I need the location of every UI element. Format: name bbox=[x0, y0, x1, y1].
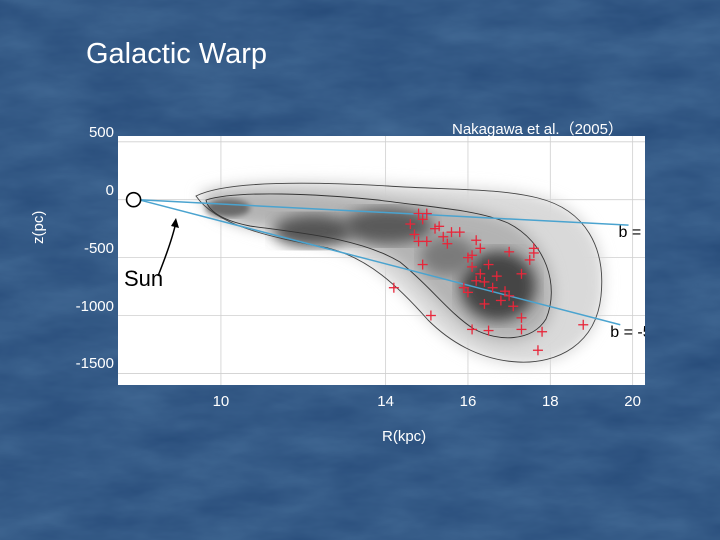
sun-dot bbox=[125, 191, 142, 208]
y-tick-label: -500 bbox=[83, 239, 114, 257]
data-point bbox=[425, 310, 436, 321]
data-point bbox=[388, 282, 399, 293]
data-point bbox=[475, 243, 486, 254]
latitude-line-label: b = -1 bbox=[619, 224, 645, 241]
data-point bbox=[421, 236, 432, 247]
data-point bbox=[409, 229, 420, 240]
latitude-line bbox=[138, 198, 629, 226]
slide-title: Galactic Warp bbox=[86, 38, 268, 70]
data-point bbox=[516, 312, 527, 323]
data-point bbox=[462, 287, 473, 298]
data-point bbox=[467, 324, 478, 335]
data-point bbox=[458, 282, 469, 293]
data-point bbox=[467, 261, 478, 272]
data-point bbox=[405, 219, 416, 230]
sun-arrow-icon bbox=[171, 218, 179, 228]
data-point bbox=[442, 238, 453, 249]
data-point bbox=[462, 252, 473, 263]
data-point bbox=[434, 221, 445, 232]
data-point bbox=[467, 250, 478, 261]
data-point bbox=[479, 276, 490, 287]
data-point bbox=[537, 326, 548, 337]
data-point bbox=[528, 243, 539, 254]
y-tick-label: 500 bbox=[88, 123, 114, 141]
data-point bbox=[471, 235, 482, 246]
data-point bbox=[500, 286, 511, 297]
data-point bbox=[495, 295, 506, 306]
data-points bbox=[388, 208, 589, 356]
y-tick-label: -1500 bbox=[75, 355, 114, 373]
warp-chart: b = -1 b = -5 Sun bbox=[118, 136, 645, 385]
data-point bbox=[430, 223, 441, 234]
data-point bbox=[479, 298, 490, 309]
data-point bbox=[524, 254, 535, 265]
data-point bbox=[417, 214, 428, 225]
data-point bbox=[578, 319, 589, 330]
source-citation: Nakagawa et al.（2005） bbox=[452, 121, 623, 138]
x-tick-label: 14 bbox=[377, 393, 394, 410]
x-tick-label: 20 bbox=[624, 393, 641, 410]
data-point bbox=[454, 227, 465, 238]
y-tick-label: 0 bbox=[105, 181, 114, 199]
data-point bbox=[491, 271, 502, 282]
data-point bbox=[504, 246, 515, 257]
data-point bbox=[475, 268, 486, 279]
data-point bbox=[483, 259, 494, 270]
data-point bbox=[532, 345, 543, 356]
data-point bbox=[504, 290, 515, 301]
data-point bbox=[438, 231, 449, 242]
data-point bbox=[516, 324, 527, 335]
latitude-line-label: b = -5 bbox=[610, 324, 645, 341]
x-axis-label: R(kpc) bbox=[382, 428, 427, 445]
data-point bbox=[508, 301, 519, 312]
data-point bbox=[483, 325, 494, 336]
density-map bbox=[195, 181, 604, 365]
data-point bbox=[487, 282, 498, 293]
data-point bbox=[471, 275, 482, 286]
data-point bbox=[417, 259, 428, 270]
data-point bbox=[421, 208, 432, 219]
latitude-line bbox=[138, 198, 621, 326]
x-tick-label: 18 bbox=[541, 393, 559, 410]
sun-label: Sun bbox=[124, 266, 163, 291]
sun-marker: Sun bbox=[124, 218, 179, 291]
x-tick-label: 10 bbox=[212, 393, 230, 410]
latitude-lines: b = -1 b = -5 bbox=[138, 198, 645, 341]
data-point bbox=[516, 268, 527, 279]
x-tick-label: 16 bbox=[459, 393, 477, 410]
y-tick-label: -1000 bbox=[75, 297, 114, 315]
